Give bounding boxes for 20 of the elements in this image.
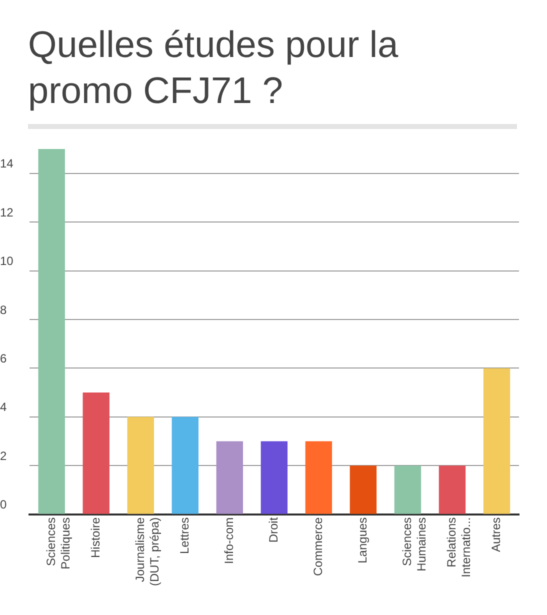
x-tick-label: Droit (266, 516, 280, 543)
x-tick-label: Langues (356, 517, 370, 564)
y-tick-label: 10 (0, 254, 14, 268)
x-tick-label: Sciences Humaines (400, 517, 428, 572)
chart-title: Quelles études pour la promo CFJ71 ? (28, 23, 400, 113)
y-tick-label: 14 (0, 156, 14, 171)
x-tick-label: Autres (489, 517, 504, 552)
x-tick-label: Commerce (311, 517, 325, 576)
x-tick-label: Sciences Politiques (44, 517, 72, 570)
y-tick-label: 4 (0, 400, 7, 414)
x-tick-label: Histoire (88, 517, 102, 558)
x-tick-label: Lettres (177, 517, 192, 554)
x-tick-label: Relations Internatio... (444, 517, 473, 578)
x-tick-label: Journalisme (DUT, prépa) (132, 517, 162, 586)
y-tick-label: 8 (0, 302, 7, 317)
y-tick-label: 12 (0, 205, 14, 220)
y-tick-label: 6 (0, 352, 7, 366)
x-tick-label: Info-com (222, 517, 236, 564)
y-tick-label: 0 (0, 498, 7, 512)
y-tick-label: 2 (0, 448, 7, 463)
